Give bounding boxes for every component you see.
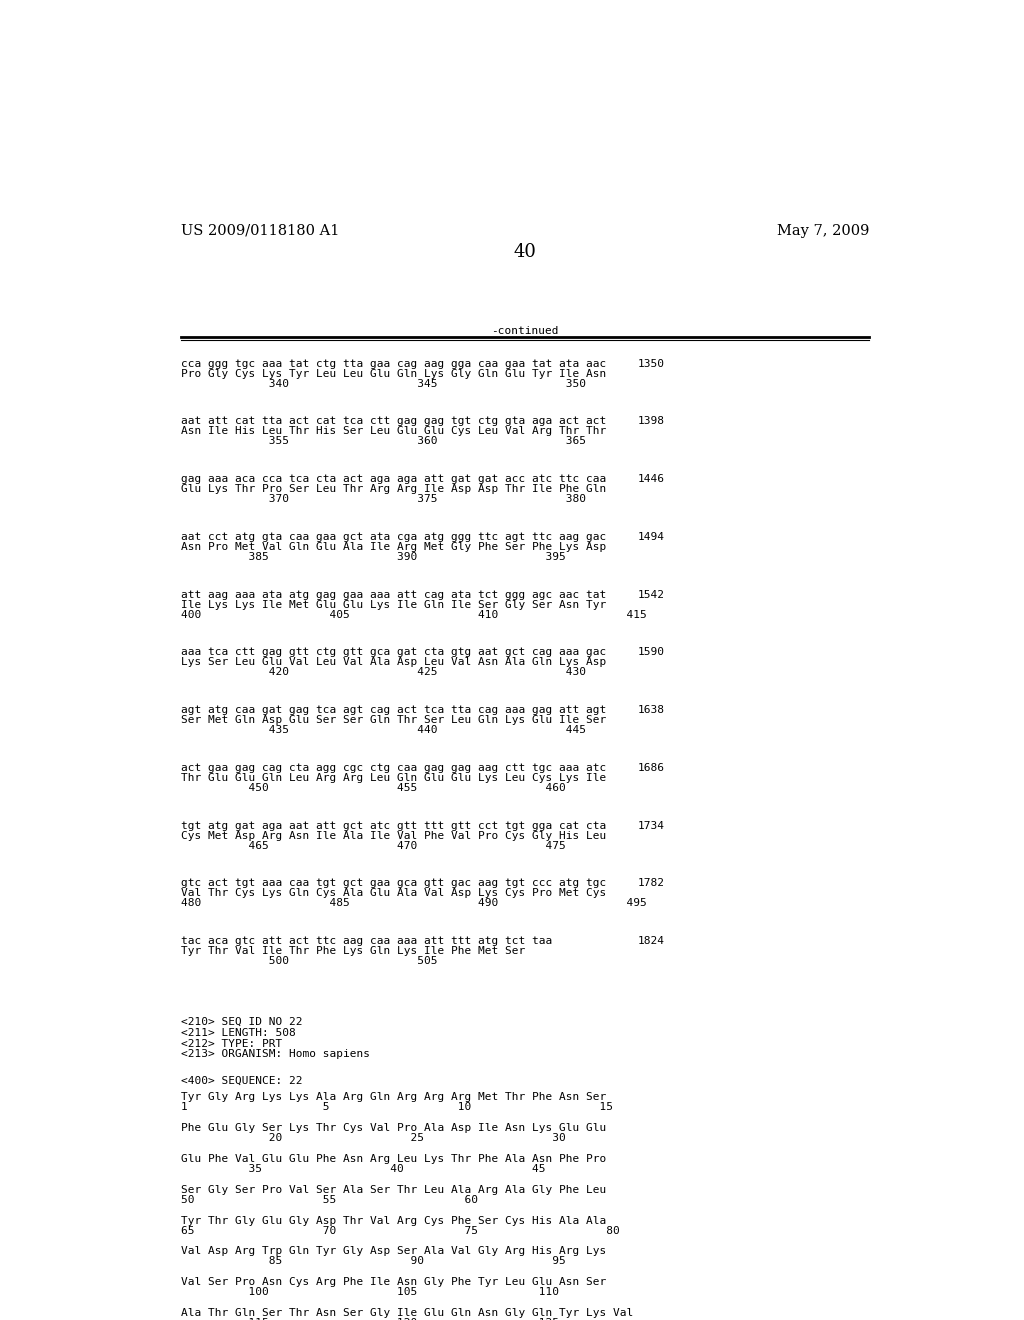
Text: 85                   90                   95: 85 90 95 [180,1257,565,1266]
Text: 355                   360                   365: 355 360 365 [180,437,586,446]
Text: 20                   25                   30: 20 25 30 [180,1133,565,1143]
Text: Thr Glu Glu Gln Leu Arg Arg Leu Gln Glu Glu Lys Leu Cys Lys Ile: Thr Glu Glu Gln Leu Arg Arg Leu Gln Glu … [180,774,606,783]
Text: act gaa gag cag cta agg cgc ctg caa gag gag aag ctt tgc aaa atc: act gaa gag cag cta agg cgc ctg caa gag … [180,763,606,772]
Text: 1590: 1590 [638,647,665,657]
Text: 340                   345                   350: 340 345 350 [180,379,586,388]
Text: tgt atg gat aga aat att gct atc gtt ttt gtt cct tgt gga cat cta: tgt atg gat aga aat att gct atc gtt ttt … [180,821,606,830]
Text: Asn Pro Met Val Gln Glu Ala Ile Arg Met Gly Phe Ser Phe Lys Asp: Asn Pro Met Val Gln Glu Ala Ile Arg Met … [180,543,606,552]
Text: 1782: 1782 [638,878,665,888]
Text: agt atg caa gat gag tca agt cag act tca tta cag aaa gag att agt: agt atg caa gat gag tca agt cag act tca … [180,705,606,715]
Text: -continued: -continued [492,326,558,337]
Text: <212> TYPE: PRT: <212> TYPE: PRT [180,1039,282,1048]
Text: Ser Gly Ser Pro Val Ser Ala Ser Thr Leu Ala Arg Ala Gly Phe Leu: Ser Gly Ser Pro Val Ser Ala Ser Thr Leu … [180,1185,606,1195]
Text: 370                   375                   380: 370 375 380 [180,494,586,504]
Text: 1                    5                   10                   15: 1 5 10 15 [180,1102,612,1113]
Text: 420                   425                   430: 420 425 430 [180,668,586,677]
Text: 65                   70                   75                   80: 65 70 75 80 [180,1225,620,1236]
Text: 1494: 1494 [638,532,665,541]
Text: Phe Glu Gly Ser Lys Thr Cys Val Pro Ala Asp Ile Asn Lys Glu Glu: Phe Glu Gly Ser Lys Thr Cys Val Pro Ala … [180,1123,606,1133]
Text: <213> ORGANISM: Homo sapiens: <213> ORGANISM: Homo sapiens [180,1049,370,1059]
Text: 115                   120                  125: 115 120 125 [180,1317,559,1320]
Text: 100                   105                  110: 100 105 110 [180,1287,559,1298]
Text: 50                   55                   60: 50 55 60 [180,1195,478,1205]
Text: aat cct atg gta caa gaa gct ata cga atg ggg ttc agt ttc aag gac: aat cct atg gta caa gaa gct ata cga atg … [180,532,606,541]
Text: 465                   470                   475: 465 470 475 [180,841,565,850]
Text: 1398: 1398 [638,416,665,426]
Text: Lys Ser Leu Glu Val Leu Val Ala Asp Leu Val Asn Ala Gln Lys Asp: Lys Ser Leu Glu Val Leu Val Ala Asp Leu … [180,657,606,668]
Text: Cys Met Asp Arg Asn Ile Ala Ile Val Phe Val Pro Cys Gly His Leu: Cys Met Asp Arg Asn Ile Ala Ile Val Phe … [180,830,606,841]
Text: gtc act tgt aaa caa tgt gct gaa gca gtt gac aag tgt ccc atg tgc: gtc act tgt aaa caa tgt gct gaa gca gtt … [180,878,606,888]
Text: <400> SEQUENCE: 22: <400> SEQUENCE: 22 [180,1076,302,1085]
Text: May 7, 2009: May 7, 2009 [776,224,869,238]
Text: US 2009/0118180 A1: US 2009/0118180 A1 [180,224,339,238]
Text: 1542: 1542 [638,590,665,599]
Text: 385                   390                   395: 385 390 395 [180,552,565,562]
Text: 1638: 1638 [638,705,665,715]
Text: Ser Met Gln Asp Glu Ser Ser Gln Thr Ser Leu Gln Lys Glu Ile Ser: Ser Met Gln Asp Glu Ser Ser Gln Thr Ser … [180,715,606,725]
Text: Ile Lys Lys Ile Met Glu Glu Lys Ile Gln Ile Ser Gly Ser Asn Tyr: Ile Lys Lys Ile Met Glu Glu Lys Ile Gln … [180,599,606,610]
Text: 1824: 1824 [638,936,665,946]
Text: Tyr Thr Val Ile Thr Phe Lys Gln Lys Ile Phe Met Ser: Tyr Thr Val Ile Thr Phe Lys Gln Lys Ile … [180,946,525,956]
Text: 400                   405                   410                   415: 400 405 410 415 [180,610,646,619]
Text: Val Thr Cys Lys Gln Cys Ala Glu Ala Val Asp Lys Cys Pro Met Cys: Val Thr Cys Lys Gln Cys Ala Glu Ala Val … [180,888,606,899]
Text: 500                   505: 500 505 [180,956,437,966]
Text: 450                   455                   460: 450 455 460 [180,783,565,793]
Text: Pro Gly Cys Lys Tyr Leu Leu Glu Gln Lys Gly Gln Glu Tyr Ile Asn: Pro Gly Cys Lys Tyr Leu Leu Glu Gln Lys … [180,368,606,379]
Text: 435                   440                   445: 435 440 445 [180,725,586,735]
Text: 40: 40 [513,243,537,261]
Text: Tyr Thr Gly Glu Gly Asp Thr Val Arg Cys Phe Ser Cys His Ala Ala: Tyr Thr Gly Glu Gly Asp Thr Val Arg Cys … [180,1216,606,1225]
Text: gag aaa aca cca tca cta act aga aga att gat gat acc atc ttc caa: gag aaa aca cca tca cta act aga aga att … [180,474,606,484]
Text: Glu Lys Thr Pro Ser Leu Thr Arg Arg Ile Asp Asp Thr Ile Phe Gln: Glu Lys Thr Pro Ser Leu Thr Arg Arg Ile … [180,484,606,494]
Text: cca ggg tgc aaa tat ctg tta gaa cag aag gga caa gaa tat ata aac: cca ggg tgc aaa tat ctg tta gaa cag aag … [180,359,606,368]
Text: tac aca gtc att act ttc aag caa aaa att ttt atg tct taa: tac aca gtc att act ttc aag caa aaa att … [180,936,552,946]
Text: 1734: 1734 [638,821,665,830]
Text: 35                   40                   45: 35 40 45 [180,1164,545,1173]
Text: att aag aaa ata atg gag gaa aaa att cag ata tct ggg agc aac tat: att aag aaa ata atg gag gaa aaa att cag … [180,590,606,599]
Text: 480                   485                   490                   495: 480 485 490 495 [180,899,646,908]
Text: Val Asp Arg Trp Gln Tyr Gly Asp Ser Ala Val Gly Arg His Arg Lys: Val Asp Arg Trp Gln Tyr Gly Asp Ser Ala … [180,1246,606,1257]
Text: Tyr Gly Arg Lys Lys Ala Arg Gln Arg Arg Arg Met Thr Phe Asn Ser: Tyr Gly Arg Lys Lys Ala Arg Gln Arg Arg … [180,1093,606,1102]
Text: Val Ser Pro Asn Cys Arg Phe Ile Asn Gly Phe Tyr Leu Glu Asn Ser: Val Ser Pro Asn Cys Arg Phe Ile Asn Gly … [180,1278,606,1287]
Text: 1446: 1446 [638,474,665,484]
Text: aaa tca ctt gag gtt ctg gtt gca gat cta gtg aat gct cag aaa gac: aaa tca ctt gag gtt ctg gtt gca gat cta … [180,647,606,657]
Text: 1350: 1350 [638,359,665,368]
Text: Ala Thr Gln Ser Thr Asn Ser Gly Ile Glu Gln Asn Gly Gln Tyr Lys Val: Ala Thr Gln Ser Thr Asn Ser Gly Ile Glu … [180,1308,633,1317]
Text: aat att cat tta act cat tca ctt gag gag tgt ctg gta aga act act: aat att cat tta act cat tca ctt gag gag … [180,416,606,426]
Text: Asn Ile His Leu Thr His Ser Leu Glu Glu Cys Leu Val Arg Thr Thr: Asn Ile His Leu Thr His Ser Leu Glu Glu … [180,426,606,437]
Text: <210> SEQ ID NO 22: <210> SEQ ID NO 22 [180,1016,302,1027]
Text: 1686: 1686 [638,763,665,772]
Text: Glu Phe Val Glu Glu Phe Asn Arg Leu Lys Thr Phe Ala Asn Phe Pro: Glu Phe Val Glu Glu Phe Asn Arg Leu Lys … [180,1154,606,1164]
Text: <211> LENGTH: 508: <211> LENGTH: 508 [180,1028,296,1038]
